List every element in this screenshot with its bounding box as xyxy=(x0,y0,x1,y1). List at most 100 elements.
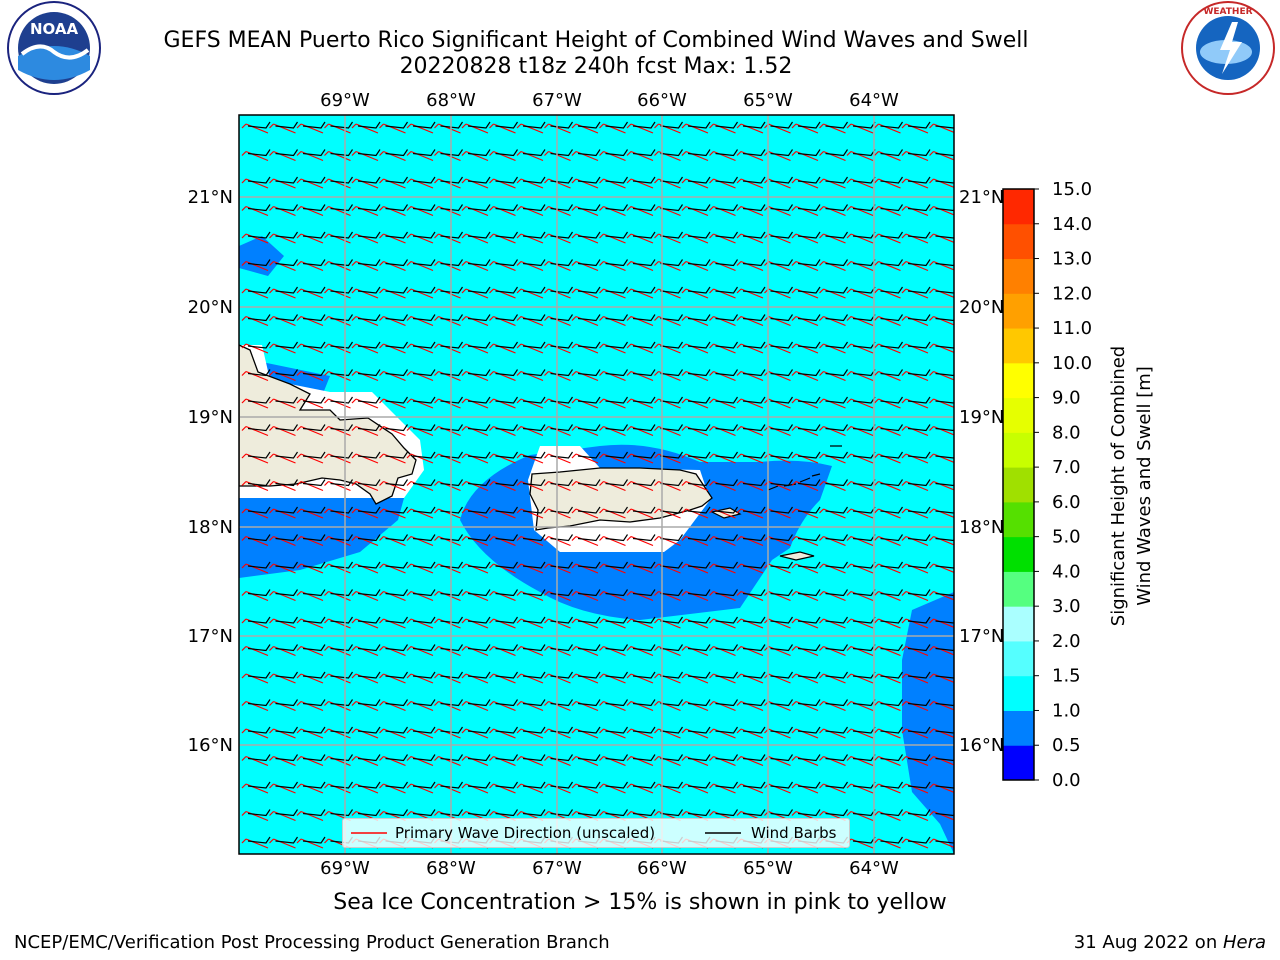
wind-barb xyxy=(825,726,848,734)
wind-barb xyxy=(715,451,738,459)
wave-arrow-head xyxy=(846,343,852,349)
wave-arrow xyxy=(465,370,489,382)
wind-barb xyxy=(440,781,463,789)
wind-barb xyxy=(605,451,628,459)
wave-arrow-head xyxy=(461,343,467,349)
wave-arrow-head xyxy=(901,233,907,239)
wave-arrow-head xyxy=(791,316,797,321)
wind-barb xyxy=(577,341,601,349)
wave-arrow xyxy=(273,673,296,684)
wave-arrow-head xyxy=(406,233,412,239)
wind-barb xyxy=(275,534,298,542)
wave-arrow xyxy=(823,370,846,382)
wave-arrow xyxy=(905,645,929,657)
wave-arrow xyxy=(795,398,819,409)
wave-arrow-head xyxy=(269,316,274,321)
wind-barb xyxy=(467,506,491,514)
colorbar-tick-label: 1.5 xyxy=(1052,666,1081,687)
wind-barb xyxy=(742,231,766,239)
wave-arrow-head xyxy=(269,178,274,184)
wave-arrow-head xyxy=(241,673,247,679)
wave-arrow-head xyxy=(406,178,412,184)
wave-arrow xyxy=(878,700,901,712)
wind-barb xyxy=(632,699,656,707)
wave-arrow xyxy=(575,425,599,437)
wave-arrow xyxy=(410,343,434,354)
wave-arrow-head xyxy=(929,206,934,211)
wave-arrow xyxy=(355,123,379,134)
wave-arrow-head xyxy=(736,261,742,266)
wave-arrow-head xyxy=(461,756,467,761)
wave-arrow xyxy=(465,150,489,162)
wind-barb xyxy=(660,616,683,624)
wave-arrow-head xyxy=(324,811,329,816)
wind-barb xyxy=(880,341,903,349)
wind-barb xyxy=(467,699,491,707)
wind-barb xyxy=(385,149,408,157)
wave-arrow xyxy=(575,700,599,712)
wave-arrow xyxy=(548,315,571,327)
wave-arrow xyxy=(328,563,351,574)
wave-arrow-head xyxy=(434,481,439,486)
wave-arrow xyxy=(768,590,791,602)
wind-barb xyxy=(825,561,848,569)
wave-arrow-head xyxy=(901,343,907,349)
wave-arrow-head xyxy=(736,426,742,431)
wave-arrow xyxy=(438,260,461,272)
wind-barb xyxy=(825,506,848,514)
wave-arrow-head xyxy=(654,646,659,651)
wave-arrow-head xyxy=(379,288,384,294)
wave-arrow xyxy=(878,288,901,299)
wind-barb xyxy=(412,396,436,404)
wave-arrow-head xyxy=(269,233,274,239)
wave-arrow xyxy=(850,178,874,189)
wind-barb xyxy=(742,396,766,404)
wave-arrow xyxy=(383,233,406,244)
wind-barb xyxy=(440,341,463,349)
wind-barb xyxy=(522,671,546,679)
colorbar-tick-label: 7.0 xyxy=(1052,457,1081,478)
colorbar-segment xyxy=(1003,467,1034,503)
wave-arrow-head xyxy=(434,371,439,376)
wave-arrow xyxy=(768,480,791,492)
wind-barb xyxy=(907,561,931,569)
wind-barb xyxy=(770,121,793,129)
wave-arrow xyxy=(878,425,901,437)
wind-barb xyxy=(275,616,298,624)
wave-arrow xyxy=(273,123,296,134)
wave-arrow xyxy=(410,178,434,189)
wave-arrow xyxy=(740,535,764,547)
wave-arrow xyxy=(603,755,626,767)
wave-arrow xyxy=(383,288,406,299)
wave-arrow xyxy=(465,205,489,217)
wave-arrow-head xyxy=(434,261,439,266)
wind-barb xyxy=(302,314,326,322)
wave-arrow xyxy=(438,728,461,739)
wave-arrow-head xyxy=(846,261,852,266)
wave-arrow xyxy=(273,810,296,822)
wave-arrow-head xyxy=(874,288,879,294)
wave-arrow xyxy=(410,480,434,492)
wave-arrow xyxy=(355,563,379,574)
wave-arrow-head xyxy=(654,123,659,129)
wave-arrow xyxy=(713,700,736,712)
wave-arrow xyxy=(905,288,929,299)
wind-barb xyxy=(577,231,601,239)
wave-arrow-head xyxy=(296,151,302,156)
wave-arrow-head xyxy=(901,673,907,679)
wave-arrow xyxy=(685,590,709,602)
wave-arrow-head xyxy=(461,563,467,569)
wave-arrow xyxy=(355,618,379,629)
wind-barb xyxy=(275,726,298,734)
wave-arrow xyxy=(740,618,764,629)
wave-arrow-head xyxy=(846,673,852,679)
wind-barb xyxy=(825,204,848,212)
wind-barb xyxy=(797,314,821,322)
wave-arrow-head xyxy=(819,673,824,679)
wave-arrow xyxy=(713,480,736,492)
wave-arrow-head xyxy=(681,123,687,129)
wave-arrow xyxy=(740,233,764,244)
wave-arrow-head xyxy=(241,591,247,596)
wave-arrow xyxy=(355,398,379,409)
wave-arrow-head xyxy=(654,316,659,321)
